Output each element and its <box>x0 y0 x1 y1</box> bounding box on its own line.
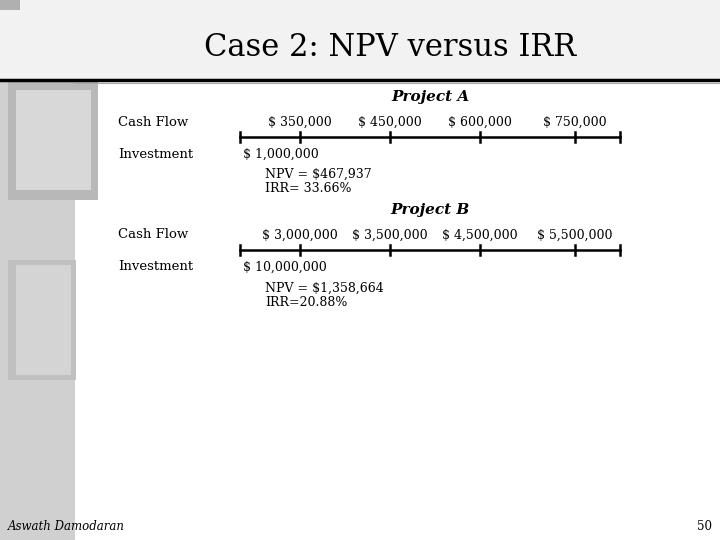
Text: Case 2: NPV versus IRR: Case 2: NPV versus IRR <box>204 31 576 63</box>
Text: $ 4,500,000: $ 4,500,000 <box>442 228 518 241</box>
Bar <box>8 80 98 200</box>
Text: $ 5,500,000: $ 5,500,000 <box>537 228 613 241</box>
Text: Investment: Investment <box>118 260 193 273</box>
Text: IRR=20.88%: IRR=20.88% <box>265 295 347 308</box>
Text: $ 600,000: $ 600,000 <box>448 116 512 129</box>
Text: $ 3,000,000: $ 3,000,000 <box>262 228 338 241</box>
Text: Project B: Project B <box>390 203 469 217</box>
Bar <box>16 265 71 375</box>
Text: Investment: Investment <box>118 147 193 160</box>
Bar <box>0 0 720 80</box>
Text: $ 450,000: $ 450,000 <box>358 116 422 129</box>
Text: NPV = $1,358,664: NPV = $1,358,664 <box>265 281 384 294</box>
Text: Project A: Project A <box>391 90 469 104</box>
Text: Cash Flow: Cash Flow <box>118 116 188 129</box>
Bar <box>0 0 20 10</box>
Text: $ 1,000,000: $ 1,000,000 <box>243 147 319 160</box>
Text: Cash Flow: Cash Flow <box>118 228 188 241</box>
Text: IRR= 33.66%: IRR= 33.66% <box>265 181 351 194</box>
Text: 50: 50 <box>697 519 712 532</box>
Text: $ 10,000,000: $ 10,000,000 <box>243 260 327 273</box>
Text: $ 350,000: $ 350,000 <box>268 116 332 129</box>
Text: NPV = $467,937: NPV = $467,937 <box>265 167 372 180</box>
Bar <box>8 260 76 380</box>
Text: $ 3,500,000: $ 3,500,000 <box>352 228 428 241</box>
Text: Aswath Damodaran: Aswath Damodaran <box>8 519 125 532</box>
Bar <box>16 90 91 190</box>
Text: $ 750,000: $ 750,000 <box>543 116 607 129</box>
Bar <box>0 80 75 540</box>
